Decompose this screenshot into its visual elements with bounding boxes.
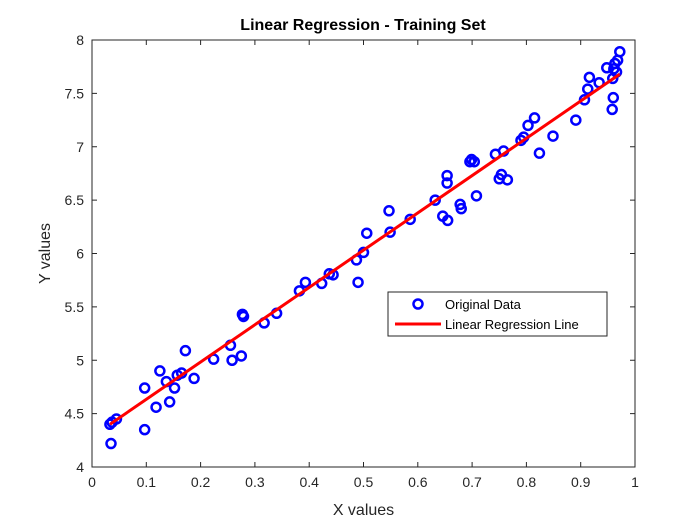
x-tick-label: 0.3: [245, 474, 265, 490]
data-point: [138, 382, 151, 394]
data-point: [179, 344, 192, 357]
data-point: [441, 177, 453, 189]
legend: Original Data Linear Regression Line: [387, 291, 608, 337]
data-point: [614, 45, 626, 58]
data-point: [533, 147, 546, 159]
regression-series: [109, 72, 621, 426]
legend-label-original-data: Original Data: [445, 297, 522, 312]
data-point: [154, 365, 166, 377]
x-tick-label: 0.4: [299, 474, 319, 490]
data-point: [226, 354, 238, 366]
data-point: [105, 437, 117, 450]
y-tick-label: 5: [76, 352, 84, 368]
legend-label-regression-line: Linear Regression Line: [445, 317, 579, 332]
y-tick-label: 6: [76, 246, 84, 262]
data-point: [237, 310, 250, 323]
x-axis: 0 0.1 0.2 0.3 0.4 0.5 0.6 0.7 0.8 0.9 1: [88, 40, 639, 490]
data-point: [150, 401, 162, 413]
data-point: [468, 155, 481, 168]
y-tick-label: 7.5: [65, 85, 85, 101]
data-point: [528, 112, 541, 124]
x-tick-label: 0.5: [354, 474, 374, 490]
data-point: [168, 382, 181, 394]
y-tick-label: 4.5: [65, 406, 85, 422]
x-tick-label: 0.7: [462, 474, 482, 490]
x-tick-label: 0: [88, 474, 96, 490]
x-tick-label: 0.8: [517, 474, 537, 490]
y-tick-label: 8: [76, 32, 84, 48]
data-point: [383, 205, 395, 217]
data-point: [455, 202, 467, 215]
x-tick-label: 0.1: [137, 474, 157, 490]
data-point: [522, 119, 534, 132]
data-point: [384, 226, 396, 238]
x-tick-label: 1: [631, 474, 639, 490]
y-axis-title: Y values: [37, 223, 54, 284]
data-point: [470, 190, 483, 202]
data-point: [235, 350, 248, 362]
x-tick-label: 0.2: [191, 474, 211, 490]
x-tick-label: 0.6: [408, 474, 428, 490]
data-point: [570, 114, 582, 126]
y-axis: 4 4.5 5 5.5 6 6.5 7 7.5 8: [65, 32, 635, 475]
regression-line: [109, 72, 621, 426]
legend-marker-original-data: [412, 298, 424, 310]
scatter-series: [104, 45, 626, 450]
chart-title: Linear Regression - Training Set: [240, 17, 486, 34]
data-point: [547, 130, 559, 142]
data-point: [163, 396, 176, 408]
y-tick-label: 5.5: [65, 299, 85, 315]
data-point: [501, 174, 514, 186]
data-point: [606, 103, 618, 116]
data-point: [404, 213, 416, 226]
y-tick-label: 6.5: [65, 192, 85, 208]
data-point: [582, 83, 594, 95]
data-point: [299, 276, 312, 289]
data-point: [429, 194, 441, 206]
data-point: [361, 227, 373, 239]
data-point: [188, 372, 200, 385]
x-axis-title: X values: [333, 502, 394, 519]
y-tick-label: 4: [76, 459, 84, 475]
data-point: [607, 91, 620, 104]
legend-box: [387, 291, 608, 337]
data-point: [110, 413, 123, 425]
x-tick-label: 0.9: [571, 474, 591, 490]
data-point: [441, 169, 453, 182]
data-point: [583, 71, 596, 84]
data-point: [352, 276, 364, 289]
data-point: [441, 214, 454, 227]
y-tick-label: 7: [76, 139, 84, 155]
data-point: [138, 423, 151, 436]
